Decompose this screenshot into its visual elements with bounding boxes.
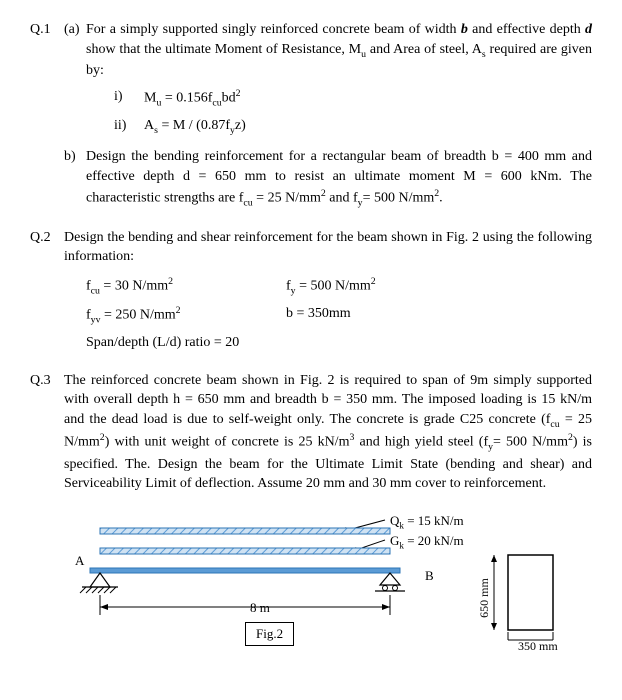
question-2: Q.2 Design the bending and shear reinfor… [30,228,592,353]
q1-number: Q.1 [30,20,64,40]
depth-dim: 650 mm [480,577,491,617]
q1-eq2: ii) As = M / (0.87fyz) [114,116,592,138]
q1-part-b: b) Design the bending reinforcement for … [64,147,592,209]
q1-eq1-body: Mu = 0.156fcubd2 [144,87,241,110]
q2-fy: fy = 500 N/mm2 [286,275,376,298]
q1-b-text: Design the bending reinforcement for a r… [86,147,592,209]
q3-number: Q.3 [30,371,64,391]
q2-row2: fyv = 250 N/mm2 b = 350mm [86,304,592,327]
q1-eq1-num: i) [114,87,144,110]
q1-equations: i) Mu = 0.156fcubd2 ii) As = M / (0.87fy… [114,87,592,138]
q2-info: fcu = 30 N/mm2 fy = 500 N/mm2 fyv = 250 … [86,275,592,353]
q2-span-depth: Span/depth (L/d) ratio = 20 [86,333,239,353]
q1-part-b-label: b) [64,147,86,209]
q1-part-a-label: (a) [64,20,86,40]
figure-caption: Fig.2 [245,622,294,646]
question-1: Q.1 (a) For a simply supported singly re… [30,20,592,210]
q1-eq2-num: ii) [114,116,144,138]
q3-text: The reinforced concrete beam shown in Fi… [64,371,592,494]
q3-header: Q.3 The reinforced concrete beam shown i… [30,371,592,494]
q2-b: b = 350mm [286,304,351,327]
question-3: Q.3 The reinforced concrete beam shown i… [30,371,592,494]
q2-number: Q.2 [30,228,64,248]
q2-row3: Span/depth (L/d) ratio = 20 [86,333,592,353]
q1-header: Q.1 (a) For a simply supported singly re… [30,20,592,81]
width-dim: 350 mm [518,639,558,652]
q2-row1: fcu = 30 N/mm2 fy = 500 N/mm2 [86,275,592,298]
q2-header: Q.2 Design the bending and shear reinfor… [30,228,592,267]
q1-eq1: i) Mu = 0.156fcubd2 [114,87,592,110]
cross-section: 650 mm 350 mm [480,550,600,659]
q2-fyv: fyv = 250 N/mm2 [86,304,286,327]
q2-text: Design the bending and shear reinforceme… [64,228,592,267]
q1-eq2-body: As = M / (0.87fyz) [144,116,246,138]
q2-fcu: fcu = 30 N/mm2 [86,275,286,298]
figure-2: Qk = 15 kN/m Gk = 20 kN/m A B 8 m [40,512,600,652]
q1-a-text: For a simply supported singly reinforced… [86,20,592,81]
